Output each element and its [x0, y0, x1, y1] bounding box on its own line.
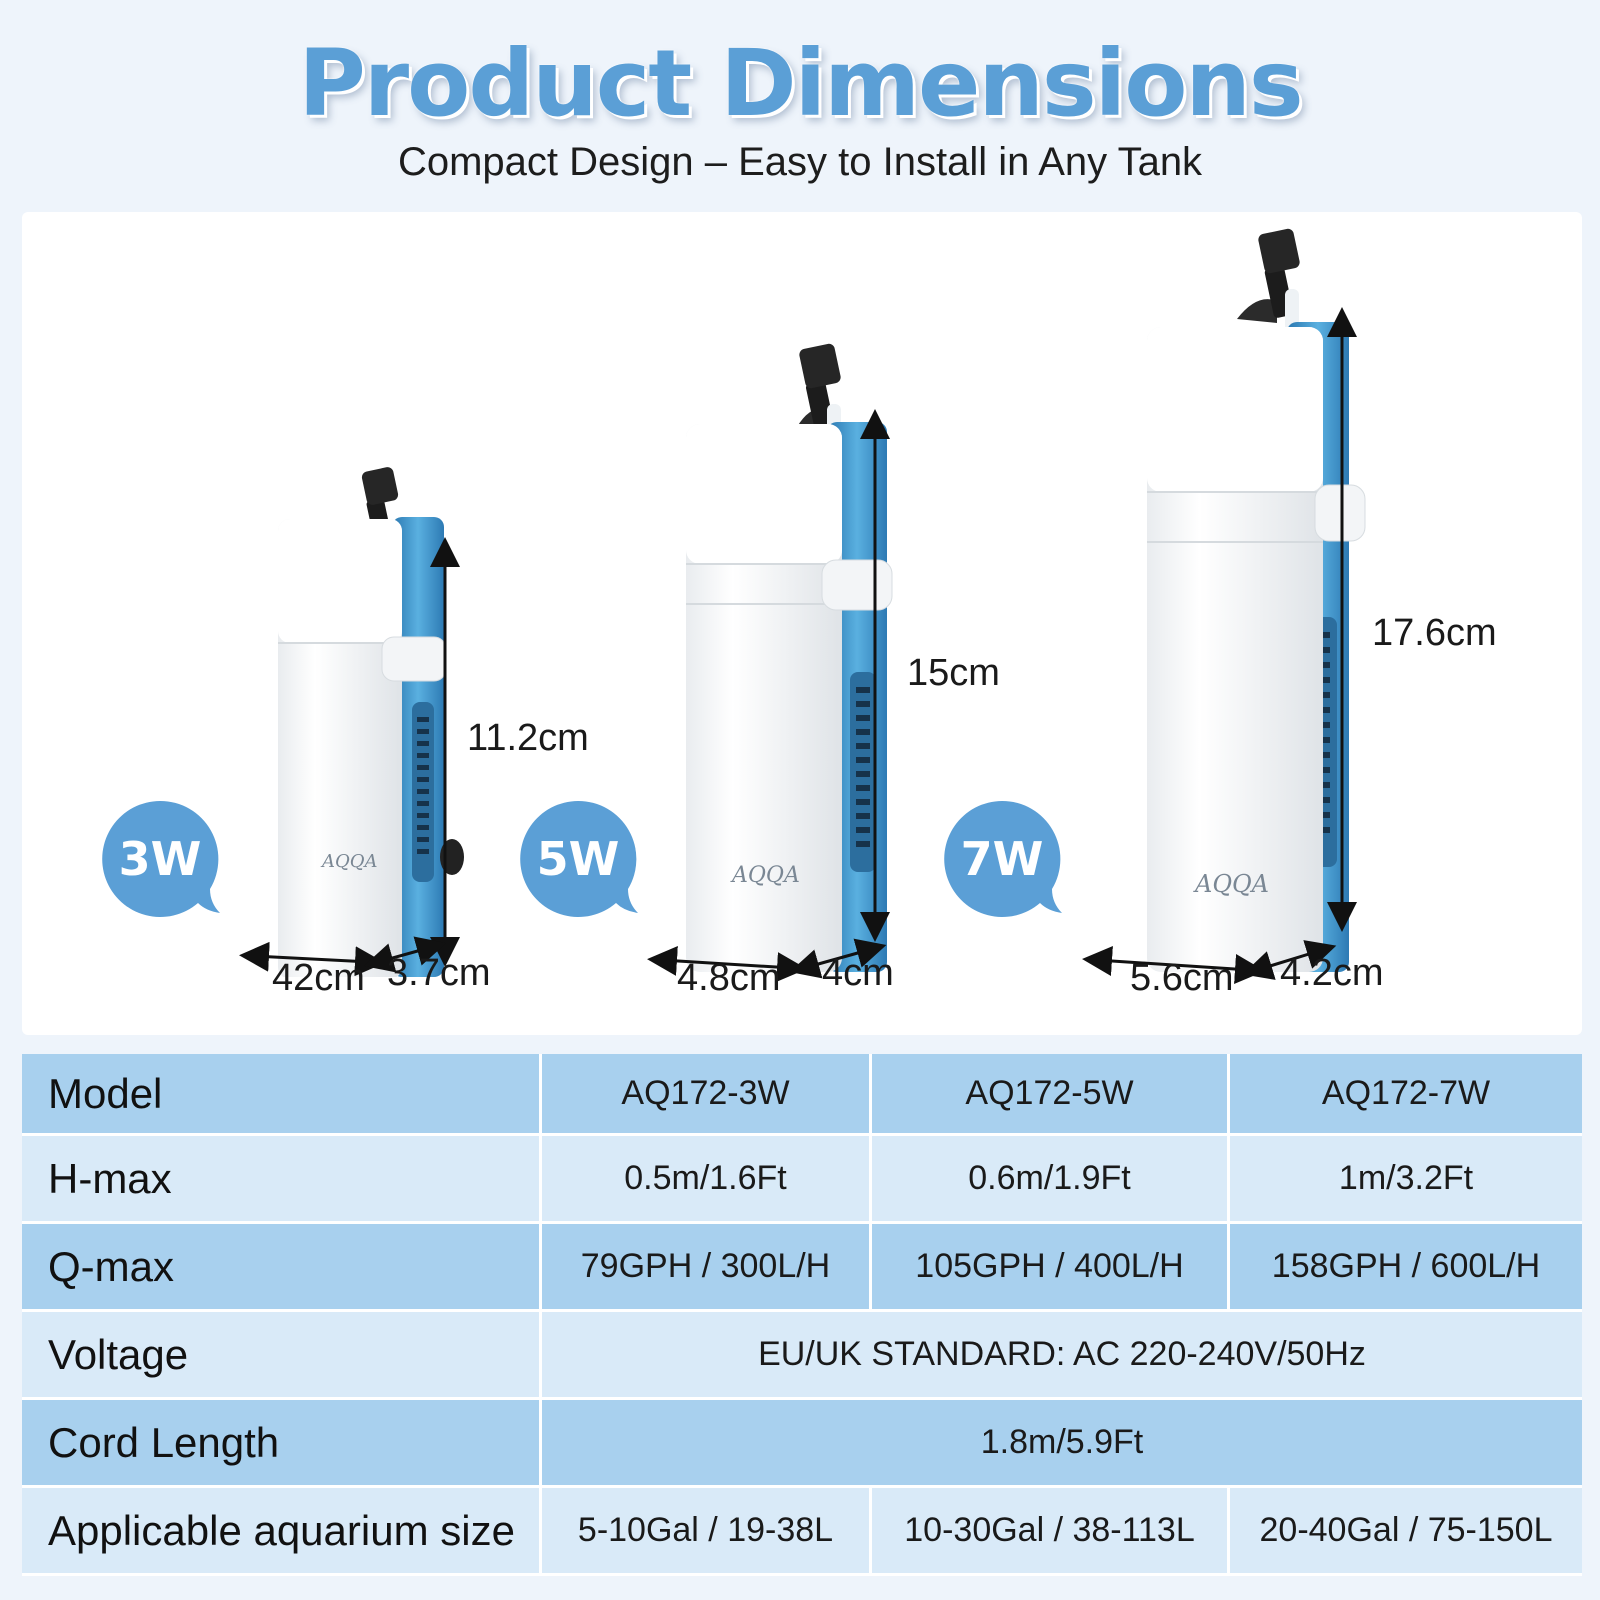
- table-row: Applicable aquarium size 5-10Gal / 19-38…: [22, 1488, 1582, 1576]
- table-cell: 20-40Gal / 75-150L: [1230, 1488, 1582, 1576]
- badge-3w-label: 3W: [118, 832, 202, 886]
- dim-5w-width: 4.8cm: [677, 957, 781, 999]
- svg-text:AQQA: AQQA: [1193, 870, 1269, 898]
- table-cell: EU/UK STANDARD: AC 220-240V/50Hz: [542, 1312, 1582, 1400]
- dim-5w-height: 15cm: [907, 652, 1000, 694]
- speech-bubble-icon: [520, 800, 638, 917]
- table-cell: 0.5m/1.6Ft: [542, 1136, 872, 1224]
- dim-3w-height: 11.2cm: [467, 717, 589, 759]
- dim-3w-width: 42cm: [272, 957, 365, 999]
- table-cell: 105GPH / 400L/H: [872, 1224, 1230, 1312]
- badge-7w: 7W: [940, 797, 1064, 921]
- table-row: Voltage EU/UK STANDARD: AC 220-240V/50Hz: [22, 1312, 1582, 1400]
- page-subtitle: Compact Design – Easy to Install in Any …: [397, 140, 1203, 184]
- table-cell: AQ172-3W: [542, 1054, 872, 1136]
- table-cell: AQ172-5W: [872, 1054, 1230, 1136]
- speech-bubble-icon: [102, 800, 220, 917]
- dim-7w-width: 5.6cm: [1130, 957, 1234, 999]
- svg-text:AQQA: AQQA: [730, 863, 800, 888]
- dim-3w-depth: 3.7cm: [387, 952, 491, 994]
- table-cell: 1m/3.2Ft: [1230, 1136, 1582, 1224]
- pump-3w-image: AQQA: [278, 467, 464, 977]
- row-label-qmax: Q-max: [22, 1224, 542, 1312]
- dim-7w-depth: 4.2cm: [1280, 952, 1384, 994]
- table-cell: 79GPH / 300L/H: [542, 1224, 872, 1312]
- table-cell: 0.6m/1.9Ft: [872, 1136, 1230, 1224]
- table-cell: 10-30Gal / 38-113L: [872, 1488, 1230, 1576]
- svg-text:AQQA: AQQA: [320, 851, 378, 872]
- table-cell: AQ172-7W: [1230, 1054, 1582, 1136]
- spec-table: Model AQ172-3W AQ172-5W AQ172-7W H-max 0…: [22, 1054, 1582, 1576]
- row-label-model: Model: [22, 1054, 542, 1136]
- badge-7w-label: 7W: [960, 832, 1044, 886]
- dim-7w-height: 17.6cm: [1372, 612, 1497, 654]
- table-cell: 1.8m/5.9Ft: [542, 1400, 1582, 1488]
- row-label-voltage: Voltage: [22, 1312, 542, 1400]
- table-cell: 158GPH / 600L/H: [1230, 1224, 1582, 1312]
- speech-bubble-icon: [944, 800, 1062, 917]
- product-image-panel: AQQA AQQA: [22, 212, 1582, 1035]
- row-label-aquarium-size: Applicable aquarium size: [22, 1488, 542, 1576]
- badge-5w-label: 5W: [536, 832, 620, 886]
- table-row: Q-max 79GPH / 300L/H 105GPH / 400L/H 158…: [22, 1224, 1582, 1312]
- row-label-cord-length: Cord Length: [22, 1400, 542, 1488]
- dimension-arrows: [239, 307, 1357, 984]
- badge-3w: 3W: [98, 797, 222, 921]
- table-row: Cord Length 1.8m/5.9Ft: [22, 1400, 1582, 1488]
- dim-5w-depth: 4cm: [822, 952, 894, 994]
- row-label-hmax: H-max: [22, 1136, 542, 1224]
- table-cell: 5-10Gal / 19-38L: [542, 1488, 872, 1576]
- table-row: Model AQ172-3W AQ172-5W AQ172-7W: [22, 1054, 1582, 1136]
- badge-5w: 5W: [516, 797, 640, 921]
- page-title: Product Dimensions: [298, 30, 1303, 137]
- table-row: H-max 0.5m/1.6Ft 0.6m/1.9Ft 1m/3.2Ft: [22, 1136, 1582, 1224]
